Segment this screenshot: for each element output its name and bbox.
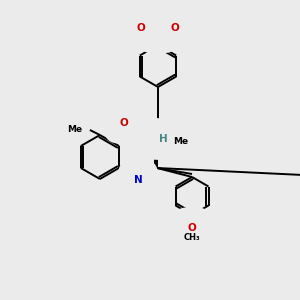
- Text: Me: Me: [173, 136, 188, 146]
- Text: N: N: [134, 175, 142, 185]
- Text: N: N: [148, 134, 158, 144]
- Text: O: O: [120, 118, 128, 128]
- Text: CH₃: CH₃: [184, 233, 200, 242]
- Text: H: H: [159, 9, 167, 19]
- Text: S: S: [154, 22, 163, 34]
- Text: O: O: [136, 23, 146, 33]
- Text: Me: Me: [67, 125, 82, 134]
- Text: H: H: [159, 134, 167, 144]
- Text: O: O: [171, 23, 179, 33]
- Text: O: O: [188, 223, 197, 233]
- Text: N: N: [148, 9, 158, 19]
